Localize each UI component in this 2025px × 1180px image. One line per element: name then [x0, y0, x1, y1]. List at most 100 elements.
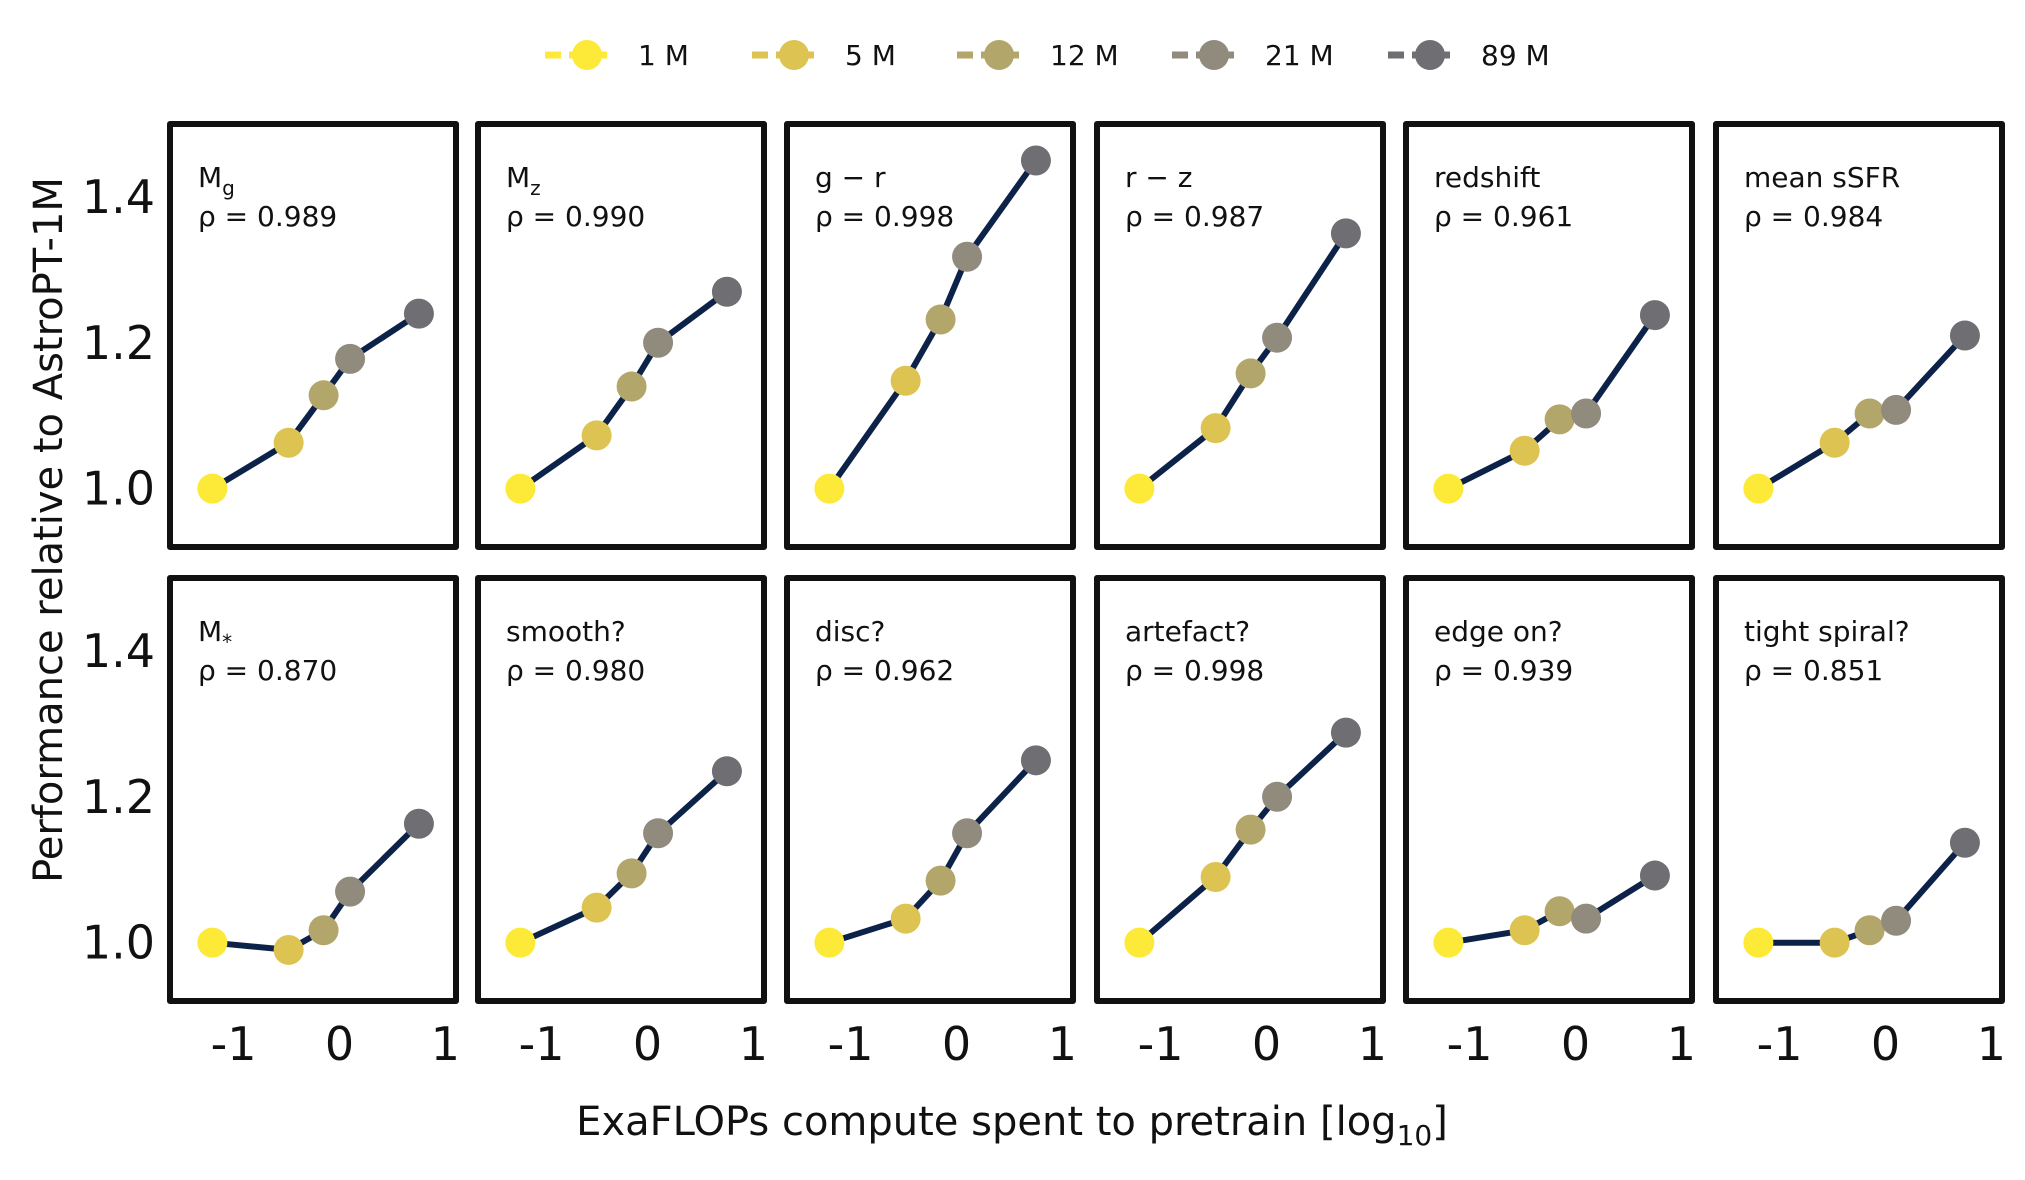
data-point	[1433, 927, 1464, 958]
data-point	[1020, 145, 1051, 176]
x-axis-label-main: ExaFLOPs compute spent to pretrain [log	[576, 1099, 1396, 1145]
panel-frame	[475, 121, 767, 550]
legend-entry: 89 M	[1388, 39, 1550, 72]
data-point	[616, 371, 647, 402]
data-point	[952, 241, 983, 272]
y-tick-label: 1.4	[82, 624, 155, 678]
panel-rho: ρ = 0.984	[1744, 200, 1883, 233]
data-point	[711, 276, 742, 307]
data-point	[1235, 814, 1266, 845]
data-point	[505, 927, 536, 958]
data-point	[890, 903, 921, 934]
panel-label-main: M	[198, 615, 222, 648]
x-tick-label: 1	[1667, 1017, 1696, 1071]
panel-frame	[475, 575, 767, 1004]
data-point	[308, 380, 339, 411]
legend-entry: 5 M	[752, 39, 896, 72]
panel-frame	[1713, 575, 2005, 1004]
x-tick-label: 0	[1252, 1017, 1281, 1071]
data-point	[273, 934, 304, 965]
legend-label: 89 M	[1481, 39, 1550, 72]
panel-frame	[1094, 121, 1386, 550]
data-point	[1124, 927, 1155, 958]
data-point	[925, 304, 956, 335]
data-point	[1330, 218, 1361, 249]
series-line	[517, 768, 730, 946]
data-point	[335, 343, 366, 374]
panel-label: Mz	[506, 161, 541, 200]
panel: disc? ρ = 0.962	[784, 575, 1076, 1004]
panel: mean sSFR ρ = 0.984	[1713, 121, 2005, 550]
legend-label: 5 M	[845, 39, 896, 72]
data-point	[1544, 896, 1575, 927]
data-point	[1200, 862, 1231, 893]
legend-entry: 1 M	[545, 39, 689, 72]
panel-label: tight spiral?	[1744, 615, 1910, 648]
data-point	[643, 327, 674, 358]
y-tick-label: 1.0	[82, 916, 155, 970]
panel-rho: ρ = 0.990	[506, 200, 645, 233]
series-line	[1445, 312, 1658, 492]
panel-frame	[167, 575, 459, 1004]
panel-rho: ρ = 0.998	[1125, 654, 1264, 687]
panel-frame	[1713, 121, 2005, 550]
panel: Mzρ = 0.990	[475, 121, 767, 550]
panel-label: disc?	[815, 615, 885, 648]
panel-label: smooth?	[506, 615, 626, 648]
panel-label-main: smooth?	[506, 615, 626, 648]
data-point	[890, 365, 921, 396]
data-point	[273, 427, 304, 458]
panel-rho: ρ = 0.980	[506, 654, 645, 687]
panel: smooth? ρ = 0.980	[475, 575, 767, 1004]
panel-label-main: r − z	[1125, 161, 1192, 194]
y-axis-label: Performance relative to AstroPT-1M	[26, 177, 72, 883]
panel: Mgρ = 0.989	[167, 121, 459, 550]
data-point	[1330, 717, 1361, 748]
x-tick-label: 1	[739, 1017, 768, 1071]
x-tick-label: 0	[942, 1017, 971, 1071]
x-tick-label: 0	[325, 1017, 354, 1071]
panel-label-subscript: g	[222, 176, 235, 200]
panel-label: g − r	[815, 161, 886, 194]
panel-label-main: edge on?	[1434, 615, 1563, 648]
data-point	[1200, 413, 1231, 444]
series-line	[826, 757, 1039, 946]
panel-label: redshift	[1434, 161, 1540, 194]
data-point	[1571, 903, 1602, 934]
x-tick-label: 0	[633, 1017, 662, 1071]
legend-marker	[984, 40, 1014, 70]
data-point	[1743, 927, 1774, 958]
x-tick-label: 0	[1871, 1017, 1900, 1071]
data-point	[197, 473, 228, 504]
panel-label-subscript: z	[530, 176, 541, 200]
data-point	[581, 420, 612, 451]
panel-label: mean sSFR	[1744, 161, 1900, 194]
legend-label: 21 M	[1265, 39, 1334, 72]
legend-marker	[1415, 40, 1445, 70]
panel-rho: ρ = 0.851	[1744, 654, 1883, 687]
data-point	[403, 298, 434, 329]
data-point	[1509, 915, 1540, 946]
x-tick-label: -1	[1447, 1017, 1493, 1071]
panel: redshift ρ = 0.961	[1403, 121, 1695, 550]
data-point	[1743, 473, 1774, 504]
panel-rho: ρ = 0.961	[1434, 200, 1573, 233]
panel-frame	[167, 121, 459, 550]
data-point	[1262, 322, 1293, 353]
legend-marker	[572, 40, 602, 70]
x-tick-label: 0	[1561, 1017, 1590, 1071]
data-point	[1571, 398, 1602, 429]
data-point	[1854, 915, 1885, 946]
y-tick-label: 1.4	[82, 170, 155, 224]
panel: artefact? ρ = 0.998	[1094, 575, 1386, 1004]
x-tick-label: 1	[1358, 1017, 1387, 1071]
panel-frame	[784, 575, 1076, 1004]
panel: tight spiral? ρ = 0.851	[1713, 575, 2005, 1004]
data-point	[335, 876, 366, 907]
x-axis-label: ExaFLOPs compute spent to pretrain [log1…	[576, 1099, 1448, 1152]
data-point	[1433, 473, 1464, 504]
x-tick-label: -1	[211, 1017, 257, 1071]
data-point	[505, 473, 536, 504]
data-point	[1881, 905, 1912, 936]
data-point	[711, 756, 742, 787]
